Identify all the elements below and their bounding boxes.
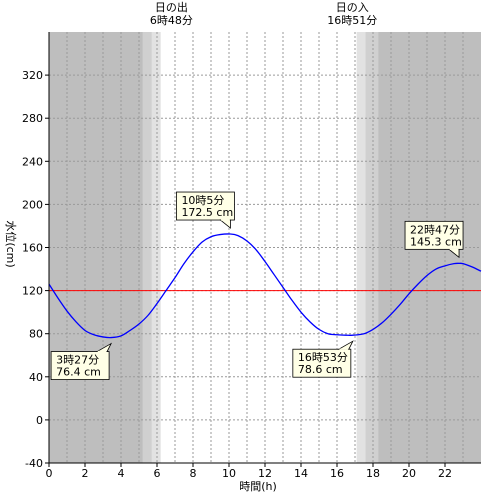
y-tick-label: 280 xyxy=(22,112,43,125)
y-axis-title: 水位(cm) xyxy=(4,220,18,267)
y-tick-label: -40 xyxy=(25,457,43,470)
callout-box xyxy=(50,351,110,380)
callout-value: 78.6 cm xyxy=(298,363,343,376)
callout-time: 10時5分 xyxy=(181,194,224,207)
x-tick-label: 14 xyxy=(294,467,308,480)
callout-box xyxy=(404,220,464,250)
y-tick-label: 320 xyxy=(22,69,43,82)
callout-value: 76.4 cm xyxy=(56,366,101,379)
y-tick-label: 120 xyxy=(22,285,43,298)
x-tick-label: 12 xyxy=(258,467,272,480)
callout-time: 22時47分 xyxy=(410,223,460,236)
x-axis-title: 時間(h) xyxy=(239,480,277,493)
callout-box xyxy=(292,348,352,378)
y-tick-label: 80 xyxy=(29,328,43,341)
y-tick-label: 40 xyxy=(29,371,43,384)
x-tick-label: 20 xyxy=(402,467,416,480)
x-tick-label: 18 xyxy=(366,467,380,480)
y-tick-label: 160 xyxy=(22,242,43,255)
x-tick-label: 0 xyxy=(46,467,53,480)
tide-series-line xyxy=(48,233,482,339)
sunrise-label: 日の出 xyxy=(155,0,188,14)
sunset-label: 日の入 xyxy=(336,1,369,14)
callout-value: 145.3 cm xyxy=(410,235,462,248)
callout-time: 16時53分 xyxy=(298,351,348,364)
x-tick-label: 2 xyxy=(82,467,89,480)
y-tick-label: 0 xyxy=(36,414,43,427)
x-tick-label: 4 xyxy=(118,467,125,480)
callout-value: 172.5 cm xyxy=(181,206,233,219)
y-tick-label: 200 xyxy=(22,198,43,211)
sunset-time-label: 16時51分 xyxy=(327,14,377,27)
axis-labels: 0 2 4 6 8 10 12 14 16 18 20 22-40040801201602002402… xyxy=(22,69,452,480)
sunrise-time-label: 6時48分 xyxy=(150,14,193,27)
twilight-band xyxy=(365,32,379,463)
callout-box xyxy=(176,191,235,221)
twilight-band xyxy=(142,32,152,463)
callout-time: 3時27分 xyxy=(56,354,99,367)
x-tick-label: 16 xyxy=(330,467,344,480)
x-tick-label: 6 xyxy=(154,467,161,480)
y-tick-label: 240 xyxy=(22,155,43,168)
x-tick-label: 10 xyxy=(222,467,236,480)
series-group xyxy=(48,233,482,339)
x-tick-label: 22 xyxy=(438,467,452,480)
x-tick-label: 8 xyxy=(190,467,197,480)
twilight-band xyxy=(151,32,161,463)
